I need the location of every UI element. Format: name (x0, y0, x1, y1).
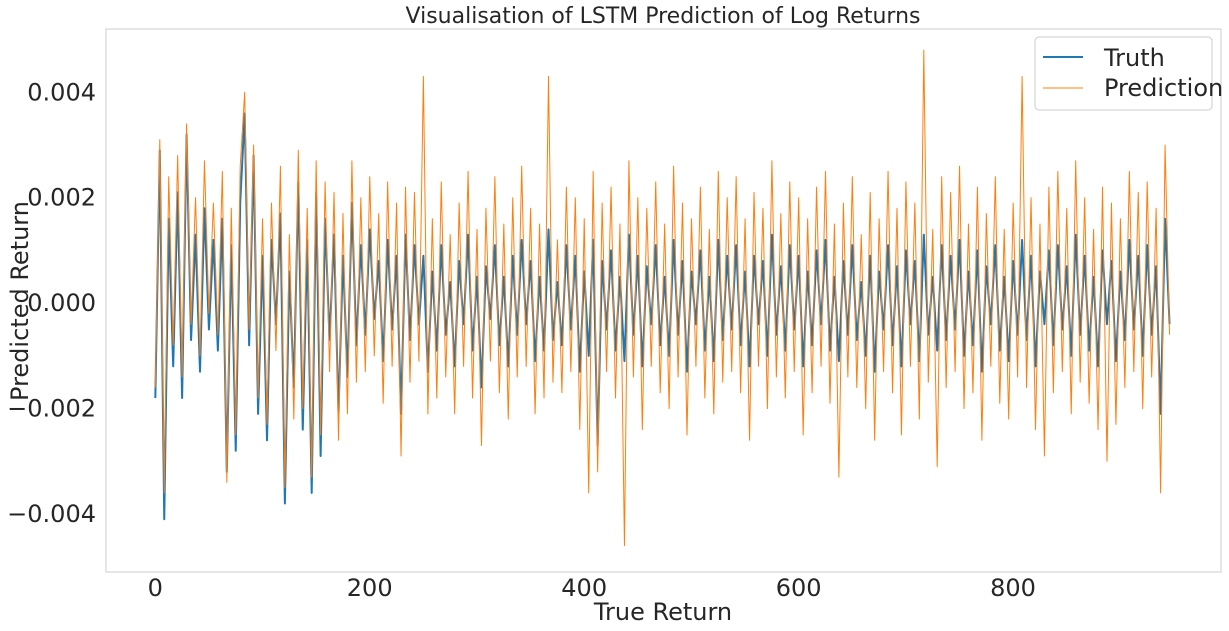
series-line-prediction (154, 49, 1171, 547)
y-tick-label: 0.004 (27, 78, 96, 106)
legend: Truth Prediction (1034, 36, 1223, 111)
x-tick-label: 200 (347, 574, 393, 602)
x-axis-ticks: 0 200 400 600 800 (148, 574, 1036, 602)
x-tick-label: 600 (776, 574, 822, 602)
legend-label-prediction: Prediction (1104, 74, 1223, 102)
y-tick-label: 0.002 (27, 184, 96, 212)
x-tick-label: 800 (990, 574, 1036, 602)
x-axis-label: True Return (593, 598, 732, 626)
y-axis-ticks: −0.004 −0.002 0.000 0.002 0.004 (7, 78, 96, 528)
chart-title: Visualisation of LSTM Prediction of Log … (406, 4, 921, 29)
y-tick-label: 0.000 (27, 289, 96, 317)
legend-frame (1034, 36, 1213, 111)
y-axis-label: Predicted Return (6, 201, 34, 401)
x-tick-label: 0 (148, 574, 163, 602)
x-tick-label: 400 (561, 574, 607, 602)
legend-label-truth: Truth (1103, 44, 1165, 72)
y-tick-label: −0.004 (7, 500, 96, 528)
series-layer (154, 49, 1171, 547)
y-tick-label: −0.002 (7, 395, 96, 423)
